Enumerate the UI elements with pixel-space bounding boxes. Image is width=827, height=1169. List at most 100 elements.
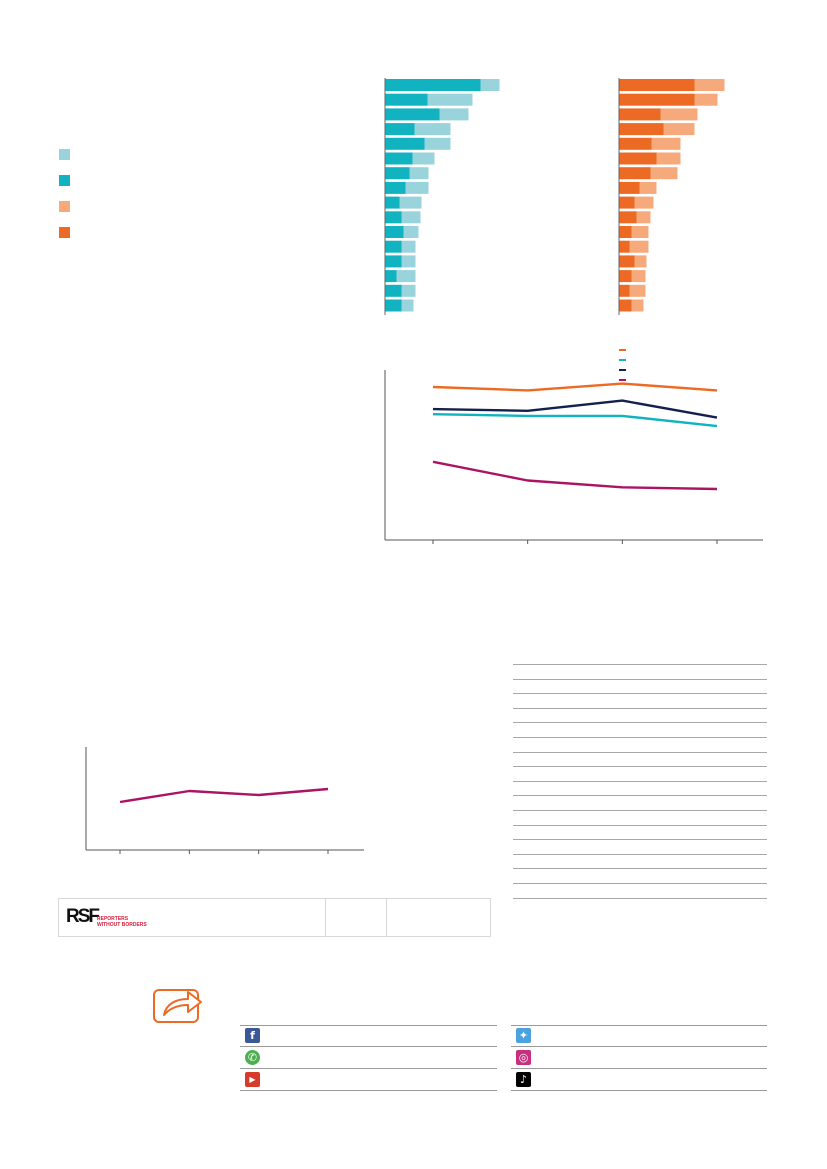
bar-segment-primary (619, 123, 664, 136)
bar-segment-secondary (427, 93, 473, 106)
orange-bar-chart (618, 78, 725, 315)
bar-segment-primary (385, 181, 406, 194)
share-tiktok[interactable]: ♪ (511, 1070, 767, 1091)
bar-segment-secondary (660, 108, 698, 121)
series-line-0 (432, 382, 718, 392)
bar-segment-primary (385, 270, 397, 283)
bar-segment-primary (619, 226, 632, 238)
table-rule (513, 839, 767, 841)
table-rule (513, 707, 767, 709)
panel-divider (386, 899, 387, 936)
share-instagram[interactable]: ◎ (511, 1048, 767, 1069)
bar-segment-secondary (401, 284, 416, 297)
panel-divider (325, 899, 326, 936)
share-top-rule-right (511, 1025, 767, 1026)
bar-segment-primary (619, 181, 640, 194)
bar-segment-primary (619, 284, 630, 297)
series-line-1 (432, 399, 718, 419)
bar-segment-primary (385, 137, 425, 150)
ruled-table (513, 664, 767, 899)
bar-segment-primary (619, 255, 635, 268)
rsf-logo-line1: REPORTERS (97, 916, 129, 922)
legend-swatch-orange-dark (59, 227, 70, 238)
bar-segment-secondary (403, 226, 419, 238)
table-rule (513, 737, 767, 738)
bar-segment-secondary (694, 93, 718, 106)
bar-segment-secondary (399, 196, 422, 209)
bar-segment-primary (619, 211, 637, 224)
table-rule (513, 693, 767, 695)
legend-swatch-teal-dark (59, 175, 70, 186)
bar-segment-primary (619, 299, 632, 312)
bar-segment-secondary (663, 123, 695, 136)
bar-segment-secondary (405, 181, 429, 194)
table-rule (513, 751, 767, 753)
bar-segment-secondary (396, 270, 416, 283)
rsf-logo-line2: WITHOUT BORDERS (97, 922, 147, 928)
bar-segment-primary (385, 123, 415, 136)
rsf-logo-mark: RSF (66, 906, 100, 927)
bar-segment-secondary (424, 137, 451, 150)
table-rule (513, 795, 767, 797)
twitter-icon: ✦ (516, 1028, 531, 1043)
bar-segment-secondary (651, 137, 681, 150)
legend-swatch-orange-light (59, 201, 70, 212)
bar-segment-secondary (634, 255, 647, 268)
table-rule (513, 824, 767, 826)
share-facebook[interactable]: f (240, 1026, 497, 1047)
share-whatsapp[interactable]: ✆ (240, 1048, 497, 1069)
bar-segment-primary (385, 211, 402, 224)
line-legend-orange (619, 349, 626, 351)
table-rule (513, 868, 767, 870)
bar-segment-primary (385, 79, 481, 91)
bar-segment-primary (385, 284, 402, 297)
bar-segment-secondary (401, 255, 416, 268)
single-line-chart (85, 747, 364, 854)
bar-segment-primary (385, 108, 440, 121)
bar-segment-secondary (401, 240, 416, 253)
line-legend-navy (619, 369, 626, 371)
bar-segment-primary (619, 167, 651, 180)
series-line-3 (432, 460, 718, 491)
bar-segment-secondary (631, 226, 649, 238)
share-youtube[interactable]: ▶ (240, 1070, 497, 1091)
share-arrow-icon (153, 989, 202, 1023)
facebook-icon: f (245, 1028, 260, 1043)
bar-segment-secondary (409, 167, 429, 180)
bar-segment-primary (385, 226, 404, 238)
instagram-icon: ◎ (516, 1050, 531, 1065)
bar-segment-primary (619, 240, 630, 253)
table-rule (513, 883, 767, 884)
share-button[interactable] (152, 984, 204, 1024)
bar-segment-secondary (414, 123, 451, 136)
bar-segment-primary (619, 93, 695, 106)
rsf-panel: RSF REPORTERS WITHOUT BORDERS (58, 898, 491, 937)
bar-segment-secondary (650, 167, 678, 180)
table-rule (513, 810, 767, 811)
bar-segment-secondary (634, 196, 654, 209)
bar-segment-primary (619, 108, 661, 121)
bar-segment-secondary (631, 299, 644, 312)
bar-segment-primary (385, 167, 410, 180)
table-rule (513, 897, 767, 899)
bar-segment-secondary (439, 108, 469, 121)
bar-segment-primary (385, 93, 428, 106)
bar-segment-primary (619, 270, 632, 283)
bar-segment-primary (619, 196, 635, 209)
teal-bar-chart (384, 78, 500, 315)
bar-segment-primary (619, 137, 652, 150)
youtube-icon: ▶ (245, 1072, 260, 1087)
share-twitter[interactable]: ✦ (511, 1026, 767, 1047)
bar-segment-secondary (401, 299, 414, 312)
bar-segment-primary (385, 299, 402, 312)
bar-segment-secondary (629, 240, 649, 253)
table-rule (513, 766, 767, 768)
bar-segment-primary (385, 196, 400, 209)
bar-segment-secondary (480, 79, 500, 91)
table-rule (513, 722, 767, 724)
share-top-rule-left (240, 1025, 497, 1026)
multi-line-chart (384, 370, 763, 544)
table-rule (513, 853, 767, 855)
bar-segment-secondary (639, 181, 657, 194)
bar-segment-primary (385, 255, 402, 268)
